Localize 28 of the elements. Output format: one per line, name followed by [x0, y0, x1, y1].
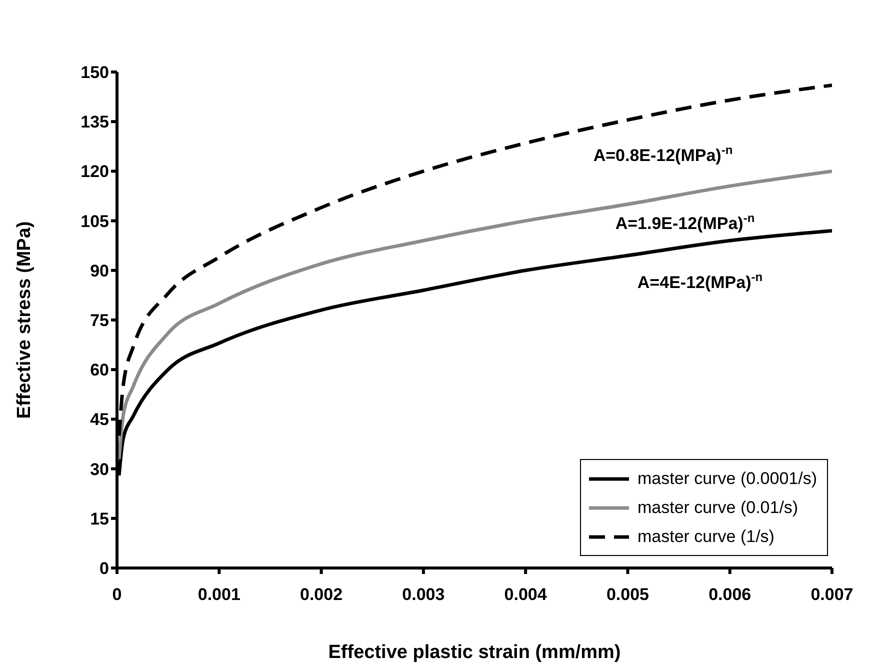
x-tick-label: 0.007: [810, 585, 854, 604]
annotation: A=0.8E-12(MPa)$^{-n}$: [593, 143, 733, 165]
y-axis-title: Effective stress (MPa): [14, 221, 35, 419]
legend-label: master curve (0.01/s): [637, 497, 798, 519]
y-tick-label: 75: [90, 311, 109, 330]
y-tick-label: 120: [80, 162, 109, 182]
x-tick-label: 0: [112, 585, 122, 604]
x-tick-label: 0.005: [606, 585, 649, 604]
legend-label: master curve (1/s): [637, 526, 774, 548]
y-tick-label: 90: [90, 261, 109, 280]
x-tick-label: 0.004: [504, 585, 548, 604]
x-tick-label: 0.001: [198, 585, 240, 604]
annotation: A=1.9E-12(MPa)$^{-n}$: [615, 211, 755, 233]
y-tick-label: 45: [90, 410, 109, 430]
y-tick-label: 15: [90, 509, 109, 528]
annotation: A=4E-12(MPa)$^{-n}$: [637, 270, 763, 292]
y-tick-label: 0: [100, 559, 109, 578]
legend-label: master curve (0.0001/s): [637, 468, 817, 490]
x-tick-label: 0.002: [300, 585, 343, 604]
y-tick-label: 105: [80, 212, 109, 231]
x-axis-title: Effective plastic strain (mm/mm): [328, 642, 621, 663]
y-tick-label: 30: [90, 460, 109, 479]
y-tick-label: 60: [90, 360, 109, 380]
y-tick-label: 135: [80, 112, 109, 132]
line-series: [117, 169, 832, 461]
x-tick-label: 0.003: [402, 585, 445, 604]
y-tick-label: 150: [80, 63, 109, 82]
x-tick-label: 0.006: [708, 585, 752, 604]
